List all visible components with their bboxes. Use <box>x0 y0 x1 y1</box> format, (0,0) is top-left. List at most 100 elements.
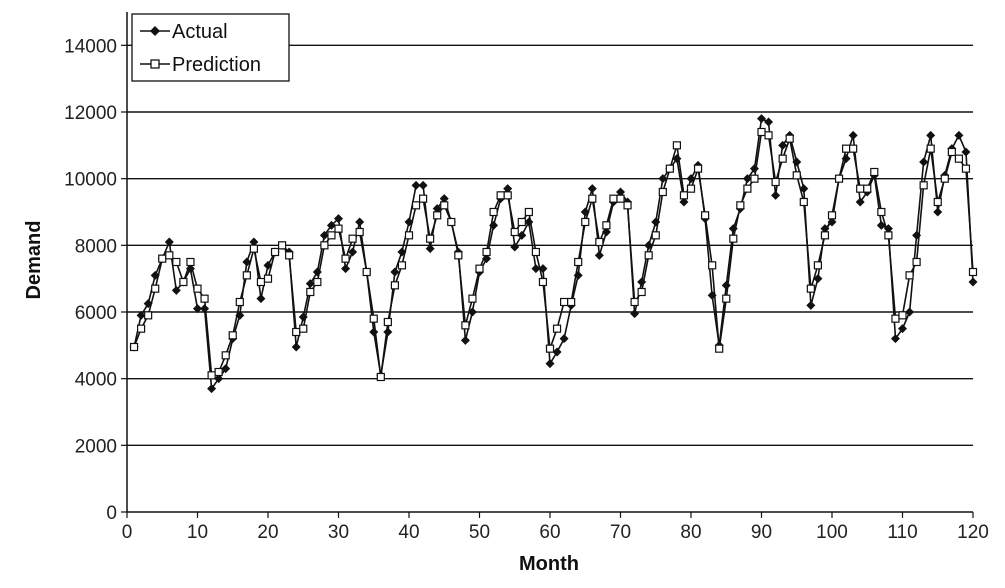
actual-point <box>799 184 809 194</box>
prediction-point <box>799 197 808 207</box>
prediction-point <box>729 234 738 243</box>
actual-point <box>249 237 259 247</box>
prediction-point <box>517 217 526 227</box>
prediction-point <box>672 141 682 150</box>
prediction-point <box>531 247 541 257</box>
actual-point <box>334 214 343 224</box>
legend-actual-marker <box>150 26 160 36</box>
legend-prediction-label: Prediction <box>172 54 261 76</box>
prediction-point <box>320 241 329 250</box>
prediction-point <box>461 321 470 330</box>
prediction-point <box>172 257 181 267</box>
actual-point <box>552 347 562 357</box>
prediction-point <box>884 231 893 240</box>
prediction-point <box>193 284 202 293</box>
prediction-point <box>334 224 343 233</box>
actual-point <box>369 327 379 337</box>
prediction-point <box>468 294 477 303</box>
prediction-point <box>179 277 188 287</box>
actual-point <box>200 304 210 314</box>
prediction-point <box>306 287 315 297</box>
actual-point <box>214 374 224 384</box>
prediction-point <box>186 257 195 267</box>
prediction-point <box>708 261 717 270</box>
actual-point <box>771 190 781 200</box>
prediction-point <box>341 254 350 263</box>
prediction-point <box>926 144 935 153</box>
prediction-point <box>355 227 364 237</box>
axes <box>121 12 974 518</box>
actual-point <box>601 227 611 237</box>
actual-point <box>749 164 759 174</box>
actual-point <box>185 264 195 274</box>
actual-point <box>298 312 308 322</box>
prediction-point <box>905 271 914 280</box>
actual-point <box>193 304 202 314</box>
actual-point <box>651 217 661 227</box>
actual-point <box>390 267 400 277</box>
actual-point <box>517 230 527 240</box>
actual-point <box>489 220 499 230</box>
prediction-point <box>616 194 625 203</box>
prediction-point <box>221 351 230 360</box>
actual-point <box>341 264 351 274</box>
x-tick-label: 10 <box>187 522 208 543</box>
prediction-point <box>651 231 660 240</box>
prediction-point <box>771 177 780 187</box>
actual-point <box>404 217 414 227</box>
actual-point <box>503 184 513 194</box>
actual-point <box>305 279 315 289</box>
prediction-point <box>658 187 667 197</box>
prediction-point <box>390 281 399 290</box>
prediction-point <box>700 211 710 220</box>
actual-point <box>418 180 428 190</box>
prediction-point <box>912 257 921 267</box>
prediction-point <box>503 191 512 200</box>
actual-point <box>136 310 146 320</box>
prediction-point <box>510 227 519 237</box>
prediction-point <box>475 264 484 273</box>
actual-point <box>813 274 823 284</box>
prediction-point <box>496 191 505 200</box>
prediction-point <box>919 181 928 190</box>
actual-point <box>143 299 153 309</box>
prediction-point <box>581 217 590 227</box>
actual-point <box>742 174 752 184</box>
y-tick-label: 8000 <box>75 236 117 257</box>
actual-point <box>876 220 886 230</box>
prediction-point <box>750 174 759 183</box>
y-tick-label: 6000 <box>75 303 117 324</box>
y-axis-title: Demand <box>23 221 45 300</box>
prediction-point <box>715 344 724 353</box>
actual-point <box>933 207 943 217</box>
actual-point <box>616 187 625 197</box>
prediction-point <box>602 221 611 230</box>
y-tick-labels: 0 2000 4000 6000 8000 10000 12000 14000 <box>64 36 117 524</box>
actual-point <box>256 294 266 304</box>
prediction-point <box>433 211 442 220</box>
prediction-point <box>235 297 244 307</box>
prediction-point <box>270 247 280 257</box>
prediction-point <box>785 134 794 143</box>
actual-point <box>672 154 682 164</box>
prediction-point <box>856 184 865 193</box>
series-markers <box>129 114 978 394</box>
x-axis-title: Month <box>519 553 579 575</box>
prediction-point <box>933 197 942 207</box>
prediction-point <box>256 277 266 287</box>
actual-point <box>460 335 470 345</box>
actual-point <box>587 184 597 194</box>
actual-point <box>242 257 252 267</box>
prediction-point <box>778 154 787 163</box>
prediction-point <box>567 297 576 307</box>
prediction-point <box>665 164 674 173</box>
prediction-point <box>870 167 879 177</box>
actual-point <box>319 230 329 240</box>
prediction-point <box>693 164 703 173</box>
actual-point <box>954 130 964 140</box>
prediction-point <box>863 184 872 193</box>
actual-point <box>855 197 865 207</box>
x-tick-label: 80 <box>680 522 701 543</box>
actual-point <box>806 300 816 310</box>
